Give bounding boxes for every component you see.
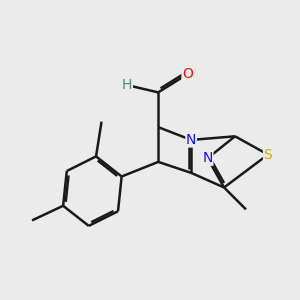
Text: N: N bbox=[202, 151, 213, 165]
Text: N: N bbox=[186, 133, 196, 147]
Text: H: H bbox=[122, 78, 132, 92]
Text: O: O bbox=[182, 67, 193, 81]
Text: S: S bbox=[264, 148, 272, 162]
